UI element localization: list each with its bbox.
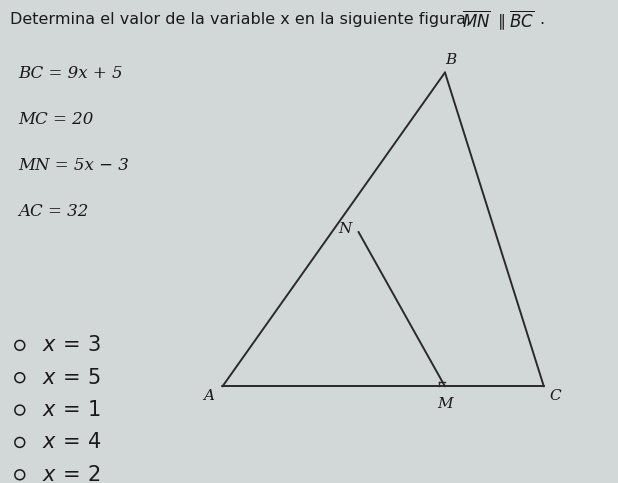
Text: BC = 9x + 5: BC = 9x + 5: [19, 65, 123, 82]
Text: N: N: [338, 223, 352, 236]
Text: AC = 32: AC = 32: [19, 203, 89, 220]
Text: B: B: [446, 53, 457, 67]
Text: MN = 5x − 3: MN = 5x − 3: [19, 157, 129, 174]
Text: $x\,=\,2$: $x\,=\,2$: [42, 465, 101, 483]
Text: $x\,=\,3$: $x\,=\,3$: [42, 335, 101, 355]
Text: $x\,=\,1$: $x\,=\,1$: [42, 400, 101, 420]
Text: MC = 20: MC = 20: [19, 111, 94, 128]
Text: M: M: [437, 397, 453, 411]
Text: $x\,=\,4$: $x\,=\,4$: [42, 432, 101, 453]
Text: $x\,=\,5$: $x\,=\,5$: [42, 368, 101, 388]
Text: A: A: [203, 389, 214, 403]
Text: $\overline{BC}$: $\overline{BC}$: [509, 10, 533, 30]
Text: $\overline{MN}$: $\overline{MN}$: [462, 10, 491, 30]
Text: C: C: [549, 389, 561, 403]
Text: .: .: [540, 12, 544, 27]
Text: Determina el valor de la variable x en la siguiente figura,: Determina el valor de la variable x en l…: [10, 12, 471, 27]
Text: $\parallel$: $\parallel$: [494, 12, 506, 31]
